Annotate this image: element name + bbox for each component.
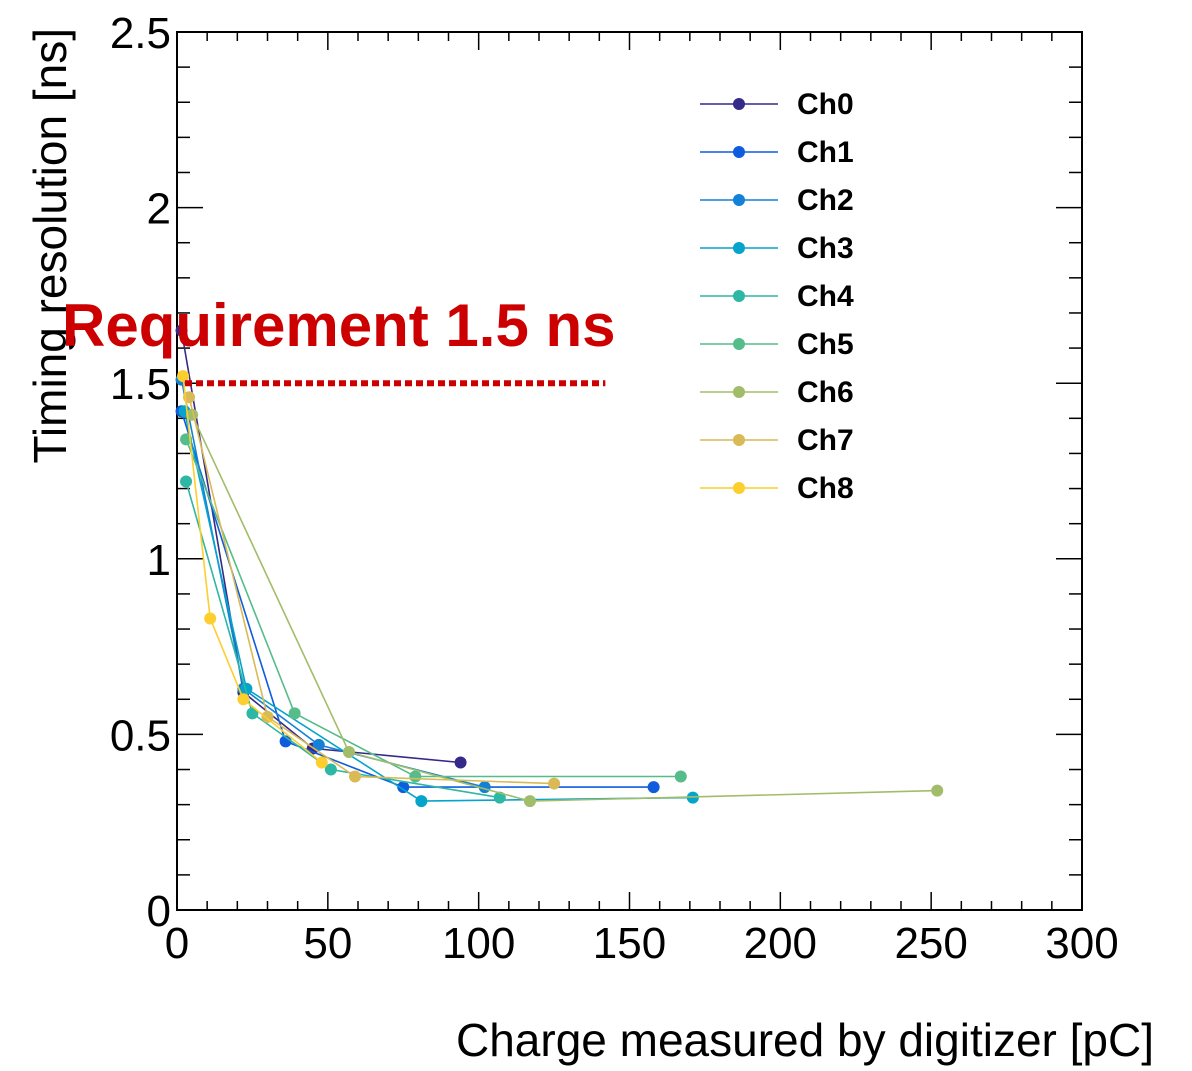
series-line [182,380,485,787]
x-tick-label: 100 [442,919,515,968]
data-point [262,711,274,723]
series-line [183,376,322,762]
y-tick-label: 1.5 [110,360,171,409]
data-point [648,781,660,793]
legend-label: Ch3 [797,232,854,265]
legend-label: Ch5 [797,328,854,361]
data-point [349,771,361,783]
series-line [186,439,681,776]
y-tick-label: 1 [147,536,171,585]
legend-label: Ch4 [797,280,854,313]
series-ch4 [180,476,506,804]
series-ch0 [176,325,467,769]
data-point [204,613,216,625]
legend-marker [733,482,745,494]
series-ch7 [183,391,560,789]
legend-marker [733,338,745,350]
y-tick-label: 0.5 [110,711,171,760]
legend-label: Ch1 [797,136,854,169]
y-tick-label: 0 [147,887,171,936]
legend-label: Ch2 [797,184,854,217]
x-tick-label: 300 [1045,919,1118,968]
legend-marker [733,98,745,110]
x-tick-label: 150 [593,919,666,968]
plot-frame [177,32,1082,910]
legend-entry-ch8: Ch8 [700,472,854,505]
y-tick-label: 2 [147,185,171,234]
series-ch5 [180,433,687,782]
legend-entry-ch6: Ch6 [700,376,854,409]
legend-marker [733,290,745,302]
legend-entry-ch4: Ch4 [700,280,854,313]
series-line [185,411,693,801]
data-point [289,707,301,719]
legend-entry-ch5: Ch5 [700,328,854,361]
legend-entry-ch1: Ch1 [700,136,854,169]
y-axis-label: Timing resolution [ns] [24,28,76,463]
data-point [415,795,427,807]
data-point [237,693,249,705]
data-point [931,785,943,797]
legend-marker [733,434,745,446]
legend-entry-ch3: Ch3 [700,232,854,265]
y-tick-label: 2.5 [110,9,171,58]
legend: Ch0 Ch1 Ch2 Ch3 Ch4 Ch5 Ch6 Ch7 Ch8 [700,88,854,505]
legend-marker [733,242,745,254]
data-point [455,756,467,768]
series-line [182,411,654,787]
x-tick-label: 250 [894,919,967,968]
series-ch3 [179,405,699,807]
legend-marker [733,146,745,158]
legend-label: Ch6 [797,376,854,409]
data-point [548,778,560,790]
series-ch1 [176,405,660,793]
legend-marker [733,194,745,206]
data-point [675,771,687,783]
legend-label: Ch7 [797,424,854,457]
data-point [316,756,328,768]
data-point [409,771,421,783]
requirement-label: Requirement 1.5 ns [62,292,616,359]
legend-entry-ch0: Ch0 [700,88,854,121]
legend-entry-ch7: Ch7 [700,424,854,457]
x-tick-label: 50 [303,919,352,968]
legend-entry-ch2: Ch2 [700,184,854,217]
legend-marker [733,386,745,398]
legend-label: Ch8 [797,472,854,505]
data-point [343,746,355,758]
x-axis-label: Charge measured by digitizer [pC] [456,1014,1154,1066]
x-tick-label: 200 [744,919,817,968]
legend-label: Ch0 [797,88,854,121]
data-point [524,795,536,807]
data-point [180,476,192,488]
series-line [189,397,554,783]
